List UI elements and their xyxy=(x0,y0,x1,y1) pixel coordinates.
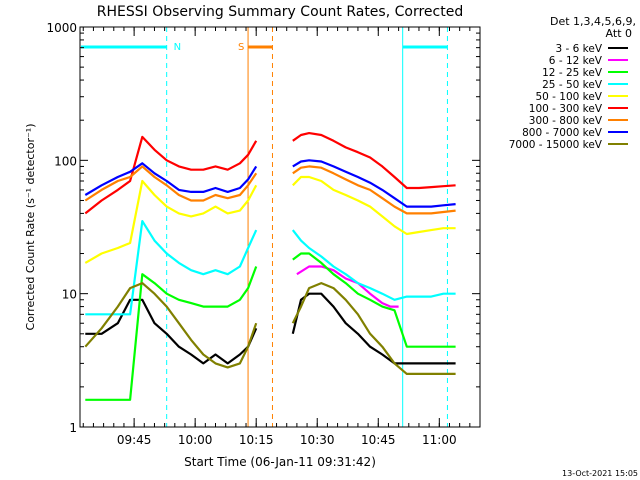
series-3-6-kev-after-gap xyxy=(291,292,456,365)
x-tick-label: 10:00 xyxy=(178,433,213,447)
annotation-label: S xyxy=(238,42,244,53)
series-300-800-kev-after-gap xyxy=(292,165,456,215)
series-12-25-kev-after-gap xyxy=(292,252,456,348)
annotation-label: N xyxy=(174,42,181,53)
series-7000-15000-kev-after-gap xyxy=(291,282,456,375)
legend-label: 12 - 25 keV xyxy=(542,67,603,79)
timestamp: 13-Oct-2021 15:05 xyxy=(562,469,638,478)
legend-label: 50 - 100 keV xyxy=(535,91,602,103)
series-25-50-kev xyxy=(85,220,258,316)
plot-frame xyxy=(79,26,481,428)
series-50-100-kev xyxy=(84,179,258,264)
series-100-300-kev-after-gap xyxy=(292,132,456,190)
y-tick-label: 1000 xyxy=(46,21,77,35)
legend-label: 6 - 12 keV xyxy=(549,55,603,67)
series-50-100-kev-after-gap xyxy=(292,175,456,236)
legend-label: 25 - 50 keV xyxy=(542,79,603,91)
x-axis-label: Start Time (06-Jan-11 09:31:42) xyxy=(184,455,376,469)
y-tick-label: 1 xyxy=(69,421,77,435)
x-tick-label: 10:45 xyxy=(361,433,396,447)
y-axis-label: Corrected Count Rate (s⁻¹ detector⁻¹) xyxy=(24,124,37,331)
x-tick-label: 11:00 xyxy=(422,433,457,447)
series-7000-15000-kev xyxy=(84,282,258,369)
legend-label: 100 - 300 keV xyxy=(529,103,603,115)
x-tick-label: 09:45 xyxy=(117,433,152,447)
legend-label: 300 - 800 keV xyxy=(529,115,603,127)
detector-label: Det 1,3,4,5,6,9, xyxy=(550,15,636,28)
y-tick-label: 10 xyxy=(62,288,77,302)
series-12-25-kev xyxy=(85,266,258,401)
series-25-50-kev-after-gap xyxy=(291,229,456,301)
x-tick-label: 10:30 xyxy=(300,433,335,447)
series-800-7000-kev xyxy=(84,162,258,196)
series-300-800-kev xyxy=(84,165,258,202)
series-800-7000-kev-after-gap xyxy=(292,159,456,208)
chart-title: RHESSI Observing Summary Count Rates, Co… xyxy=(97,4,463,20)
legend-label: 3 - 6 keV xyxy=(555,43,602,55)
y-tick-label: 100 xyxy=(54,154,77,168)
series-100-300-kev xyxy=(84,135,258,215)
legend-label: 800 - 7000 keV xyxy=(522,127,603,139)
legend-label: 7000 - 15000 keV xyxy=(509,139,603,151)
attenuator-label: Att 0 xyxy=(606,27,632,40)
series-3-6-kev xyxy=(85,298,258,365)
x-tick-label: 10:15 xyxy=(239,433,274,447)
series-6-12-kev-after-gap xyxy=(296,265,399,308)
data-gap xyxy=(258,27,291,427)
